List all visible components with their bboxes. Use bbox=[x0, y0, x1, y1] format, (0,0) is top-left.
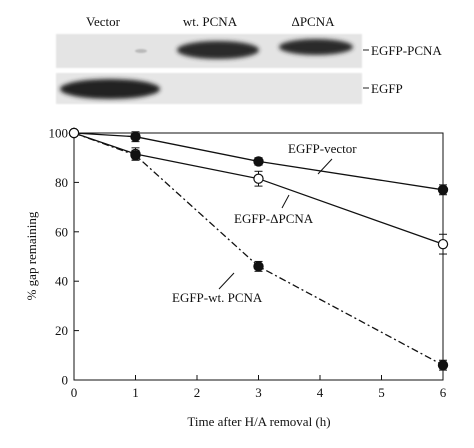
western-blot: Vector wt. PCNA ΔPCNA EGFP-PCNA EGFP bbox=[56, 14, 442, 104]
band-delta-pcna-egfp-pcna bbox=[279, 39, 353, 55]
leader-egfp-vector bbox=[317, 158, 333, 175]
x-tick-label: 0 bbox=[71, 385, 78, 400]
data-point bbox=[130, 150, 141, 161]
series-line-2 bbox=[73, 132, 444, 366]
data-point bbox=[253, 173, 264, 184]
data-point bbox=[437, 359, 449, 371]
lane-label-wt-pcna: wt. PCNA bbox=[183, 14, 238, 29]
x-tick-label: 1 bbox=[132, 385, 139, 400]
series-lines bbox=[73, 132, 444, 366]
label-egfp-delta-pcna: EGFP-ΔPCNA bbox=[234, 211, 314, 226]
data-point bbox=[437, 184, 449, 196]
y-tick-label: 20 bbox=[55, 323, 68, 338]
x-axis-label: Time after H/A removal (h) bbox=[187, 414, 330, 429]
data-point bbox=[253, 261, 264, 272]
data-point bbox=[437, 238, 449, 250]
y-axis-label: % gap remaining bbox=[24, 211, 39, 300]
band-wt-pcna-egfp-pcna bbox=[177, 41, 259, 59]
y-tick-label: 80 bbox=[55, 175, 68, 190]
band-vector-faint bbox=[135, 49, 147, 53]
data-point bbox=[130, 131, 141, 142]
y-tick-label: 40 bbox=[55, 274, 68, 289]
x-tick-label: 5 bbox=[378, 385, 385, 400]
y-tick-label: 100 bbox=[49, 126, 69, 141]
series-line-1 bbox=[73, 132, 444, 245]
data-point bbox=[253, 156, 264, 167]
label-egfp-wt-pcna: EGFP-wt. PCNA bbox=[172, 290, 263, 305]
y-tick-label: 0 bbox=[62, 373, 69, 388]
x-tick-label: 3 bbox=[255, 385, 262, 400]
row-label-egfp-pcna: EGFP-PCNA bbox=[371, 43, 442, 58]
y-tick-label: 60 bbox=[55, 224, 68, 239]
lane-label-delta-pcna: ΔPCNA bbox=[291, 14, 335, 29]
data-point bbox=[68, 127, 80, 139]
series-line-0 bbox=[73, 132, 444, 191]
leader-egfp-wt-pcna bbox=[218, 272, 235, 290]
leader-egfp-delta-pcna bbox=[281, 194, 290, 209]
plot-frame bbox=[73, 132, 444, 381]
markers bbox=[68, 127, 449, 371]
row-label-egfp: EGFP bbox=[371, 81, 403, 96]
band-vector-egfp bbox=[60, 79, 160, 99]
x-tick-label: 6 bbox=[440, 385, 447, 400]
error-bars bbox=[131, 131, 447, 371]
x-tick-label: 2 bbox=[194, 385, 201, 400]
x-tick-label: 4 bbox=[317, 385, 324, 400]
lane-label-vector: Vector bbox=[86, 14, 121, 29]
label-egfp-vector: EGFP-vector bbox=[288, 141, 357, 156]
